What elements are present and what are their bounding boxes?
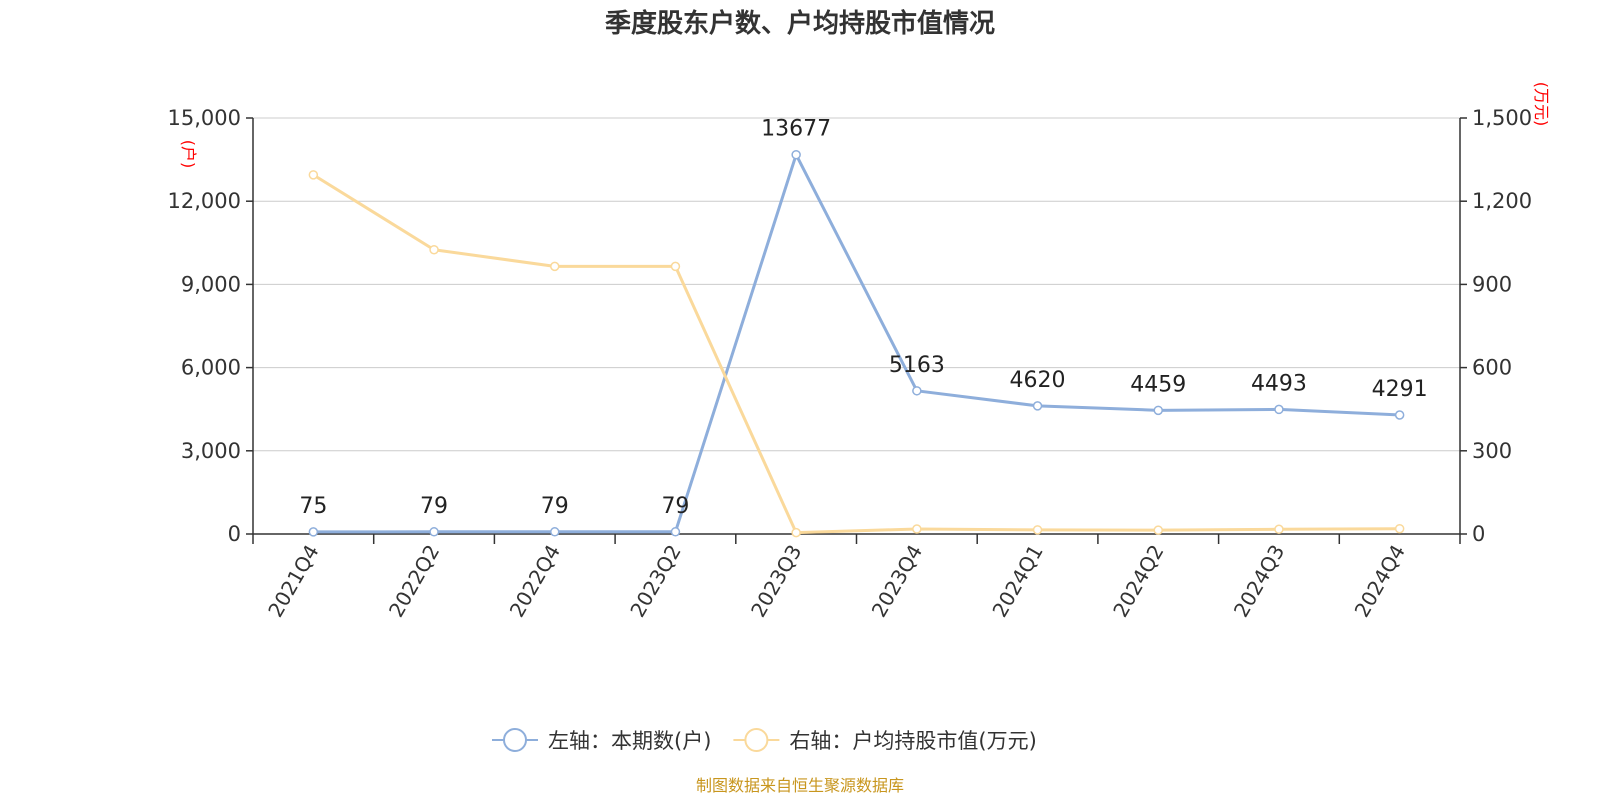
data-label: 75 (299, 494, 327, 519)
data-label: 13677 (761, 117, 831, 142)
data-point (1153, 405, 1163, 416)
data-point (1032, 525, 1043, 535)
data-point (791, 149, 801, 160)
series (308, 149, 1405, 538)
data-label: 5163 (889, 353, 945, 378)
data-point (1032, 401, 1043, 411)
left-axis-tick-label: 0 (228, 522, 241, 546)
data-point (429, 244, 439, 255)
series-line-2 (312, 173, 1400, 535)
x-axis-tick-label: 2023Q3 (746, 541, 806, 622)
legend-marker (744, 728, 769, 752)
data-point (1394, 523, 1405, 534)
data-label: 4620 (1010, 368, 1066, 393)
axes: 0 3,000 6,000 9,000 12,000 15,000 0 300 600 900 1,… (168, 106, 1533, 621)
data-label: 79 (420, 494, 448, 519)
data-point (1153, 525, 1163, 535)
right-axis-unit: (万元) (1532, 82, 1551, 127)
right-axis-tick-label: 300 (1472, 439, 1512, 463)
data-point (308, 170, 319, 180)
right-axis-tick-label: 900 (1472, 272, 1512, 296)
x-axis-tick-label: 2023Q2 (625, 541, 685, 622)
legend-label: 右轴：户均持股市值(万元) (789, 729, 1036, 753)
left-axis-tick-label: 12,000 (168, 189, 241, 213)
data-point (1274, 524, 1284, 535)
data-point (550, 261, 560, 272)
x-axis-tick-label: 2021Q4 (263, 541, 323, 622)
x-axis-tick-label: 2022Q2 (384, 541, 444, 622)
data-label: 79 (661, 494, 689, 519)
right-axis-tick-label: 0 (1472, 522, 1485, 546)
legend-item-2[interactable]: 右轴：户均持股市值(万元) (733, 728, 1037, 753)
data-point (1394, 410, 1405, 420)
data-point (670, 261, 681, 272)
left-axis-tick-label: 3,000 (181, 439, 241, 463)
data-label: 4459 (1130, 372, 1186, 397)
left-axis-unit: (户) (179, 140, 198, 169)
data-point (912, 524, 922, 534)
x-axis-tick-label: 2024Q4 (1350, 541, 1410, 622)
x-axis-tick-label: 2024Q1 (987, 541, 1047, 622)
legend-marker (503, 728, 527, 752)
legend-label: 左轴：本期数(户) (548, 729, 711, 753)
legend-item-1[interactable]: 左轴：本期数(户) (492, 728, 711, 753)
right-axis-tick-label: 1,200 (1472, 189, 1532, 213)
data-point (1274, 404, 1284, 415)
left-axis-tick-label: 6,000 (181, 356, 241, 380)
data-point (912, 386, 922, 396)
data-point (670, 527, 681, 537)
data-point (429, 527, 439, 537)
x-axis-tick-label: 2022Q4 (505, 541, 565, 622)
data-label: 4291 (1372, 377, 1428, 402)
data-labels: 75 79 79 79 13677 5163 4620 4459 4493 4291 (299, 117, 1427, 519)
x-axis-tick-label: 2023Q4 (867, 541, 927, 622)
data-point (550, 527, 560, 537)
grid-lines (253, 117, 1460, 452)
right-axis-tick-label: 1,500 (1472, 106, 1532, 130)
x-axis-tick-label: 2024Q2 (1108, 541, 1168, 622)
series-line-1 (313, 153, 1400, 534)
legend[interactable]: 左轴：本期数(户) 右轴：户均持股市值(万元) (492, 728, 1037, 753)
data-point (791, 527, 801, 538)
data-label: 4493 (1251, 371, 1307, 396)
data-point (308, 527, 319, 537)
left-axis-tick-label: 9,000 (181, 272, 241, 296)
chart-title: 季度股东户数、户均持股市值情况 (605, 8, 995, 39)
left-axis-tick-label: 15,000 (168, 106, 241, 130)
x-axis-tick-label: 2024Q3 (1229, 541, 1289, 622)
data-label: 79 (541, 494, 569, 519)
right-axis-tick-label: 600 (1472, 356, 1512, 380)
source-note: 制图数据来自恒生聚源数据库 (696, 776, 904, 795)
